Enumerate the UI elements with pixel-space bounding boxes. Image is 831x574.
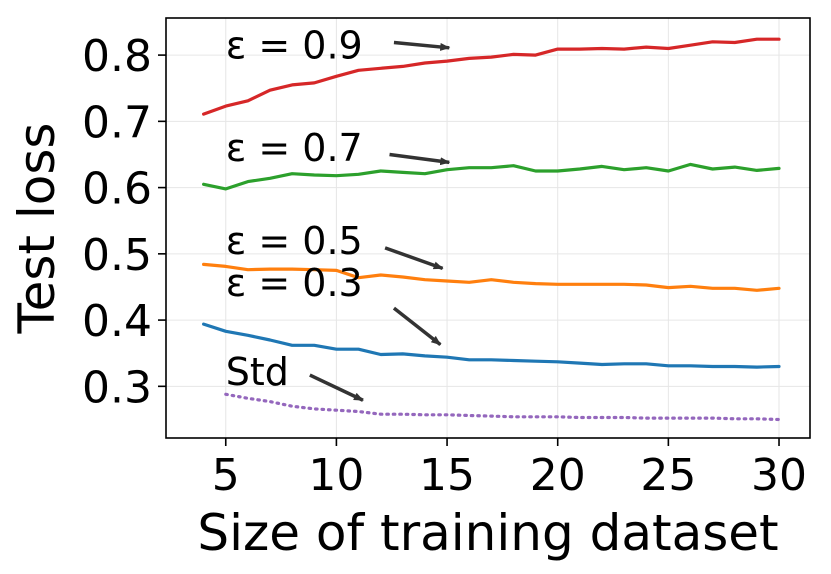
annotations: ε = 0.9 ε = 0.7 ε = 0.5ε = 0.3 Std	[226, 23, 451, 402]
y-tick-label: 0.6	[82, 164, 152, 215]
y-axis-ticks: 0.3 0.4 0.5 0.6 0.7 0.8	[82, 31, 166, 413]
annotation-label: ε = 0.7	[226, 126, 363, 170]
x-tick-label: 20	[530, 450, 586, 501]
annotation-label: ε = 0.3	[226, 261, 363, 305]
series-line-0	[202, 37, 781, 116]
annotation-label: ε = 0.9	[226, 23, 363, 67]
y-tick-label: 0.5	[82, 230, 152, 281]
plot-frame	[165, 17, 811, 439]
x-tick-label: 5	[212, 450, 240, 501]
annotation-arrow	[309, 373, 364, 402]
x-axis-ticks: 5 10 15 20 25 30	[212, 438, 807, 501]
x-tick-label: 15	[419, 450, 475, 501]
series-line-2	[202, 262, 781, 292]
x-tick-label: 30	[751, 450, 807, 501]
annotation-label: ε = 0.5	[226, 219, 363, 263]
y-tick-label: 0.4	[82, 296, 152, 347]
annotation-arrow	[389, 152, 451, 166]
gridlines	[166, 18, 810, 438]
annotation-arrow	[384, 246, 444, 271]
annotation-arrow	[392, 306, 442, 346]
series-line-1	[202, 162, 781, 191]
x-axis-label: Size of training dataset	[197, 504, 778, 562]
y-tick-label: 0.7	[82, 97, 152, 148]
series-line-4	[224, 392, 781, 422]
annotation-label: Std	[226, 350, 289, 394]
series-line-3	[202, 322, 781, 369]
y-tick-label: 0.3	[82, 362, 152, 413]
x-tick-label: 25	[640, 450, 696, 501]
y-axis-label: Test loss	[8, 123, 66, 335]
annotation-arrow	[393, 40, 451, 51]
y-tick-label: 0.8	[82, 31, 152, 82]
series-lines	[202, 37, 781, 422]
x-tick-label: 10	[308, 450, 364, 501]
